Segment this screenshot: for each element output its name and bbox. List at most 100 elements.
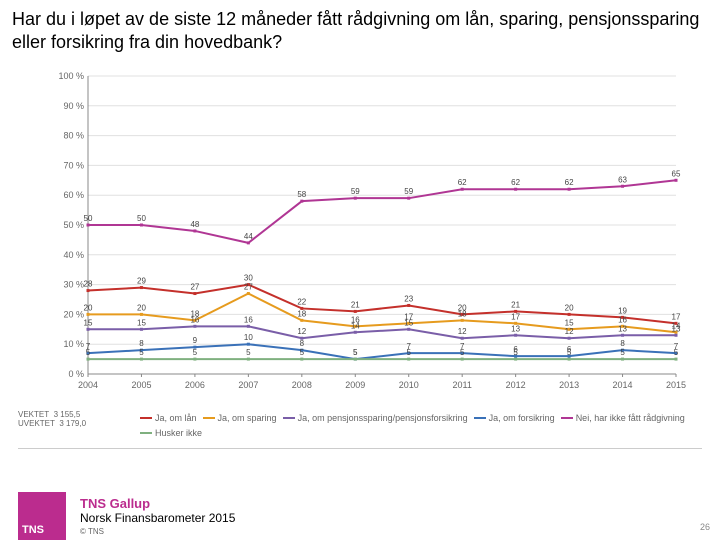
svg-text:23: 23	[404, 294, 413, 303]
report-title: Norsk Finansbarometer 2015	[80, 511, 235, 525]
svg-text:5: 5	[193, 348, 198, 357]
svg-text:13: 13	[672, 324, 681, 333]
svg-text:2009: 2009	[345, 380, 365, 390]
svg-text:15: 15	[565, 318, 574, 327]
svg-text:20: 20	[137, 303, 146, 312]
svg-text:15: 15	[84, 318, 93, 327]
svg-text:10: 10	[244, 333, 253, 342]
svg-text:14: 14	[351, 321, 360, 330]
svg-text:20: 20	[565, 303, 574, 312]
chart-legend: Ja, om lån Ja, om sparing Ja, om pensjonss…	[140, 412, 720, 439]
svg-text:100 %: 100 %	[58, 71, 84, 81]
svg-text:62: 62	[511, 178, 520, 187]
svg-text:65: 65	[672, 169, 681, 178]
svg-text:18: 18	[458, 309, 467, 318]
svg-text:63: 63	[618, 175, 627, 184]
svg-text:0 %: 0 %	[68, 369, 84, 379]
svg-text:18: 18	[297, 309, 306, 318]
legend-item: Ja, om pensjonssparing/pensjonsforsikrin…	[283, 412, 468, 425]
svg-text:5: 5	[567, 348, 572, 357]
svg-text:70 %: 70 %	[63, 160, 84, 170]
svg-text:20: 20	[84, 303, 93, 312]
svg-text:50 %: 50 %	[63, 220, 84, 230]
footer: TNS TNS Gallup Norsk Finansbarometer 201…	[0, 492, 720, 540]
svg-text:2006: 2006	[185, 380, 205, 390]
svg-text:5: 5	[246, 348, 251, 357]
svg-text:19: 19	[618, 306, 627, 315]
svg-text:5: 5	[300, 348, 305, 357]
svg-text:62: 62	[458, 178, 467, 187]
svg-text:5: 5	[620, 348, 625, 357]
svg-text:16: 16	[190, 315, 199, 324]
svg-text:59: 59	[404, 187, 413, 196]
svg-text:16: 16	[618, 315, 627, 324]
svg-text:5: 5	[674, 348, 679, 357]
svg-text:30: 30	[244, 274, 253, 283]
brand-label: TNS Gallup	[80, 496, 235, 511]
page-title: Har du i løpet av de siste 12 måneder få…	[0, 0, 720, 59]
svg-text:22: 22	[297, 297, 306, 306]
svg-text:10 %: 10 %	[63, 339, 84, 349]
svg-text:27: 27	[244, 283, 253, 292]
svg-text:2005: 2005	[131, 380, 151, 390]
svg-text:48: 48	[190, 220, 199, 229]
svg-text:12: 12	[565, 327, 574, 336]
svg-text:5: 5	[353, 348, 358, 357]
svg-text:62: 62	[565, 178, 574, 187]
legend-item: Ja, om forsikring	[474, 412, 555, 425]
svg-text:5: 5	[139, 348, 144, 357]
svg-text:5: 5	[460, 348, 465, 357]
svg-text:2012: 2012	[506, 380, 526, 390]
svg-text:58: 58	[297, 190, 306, 199]
svg-text:13: 13	[511, 324, 520, 333]
svg-text:59: 59	[351, 187, 360, 196]
svg-text:2008: 2008	[292, 380, 312, 390]
svg-text:50: 50	[137, 214, 146, 223]
svg-text:2011: 2011	[453, 380, 472, 390]
svg-text:8: 8	[139, 339, 144, 348]
line-chart: 0 % 10 % 20 % 30 % 40 % 50 % 60 % 70 % 80 % 90 % 1…	[58, 68, 688, 398]
svg-text:50: 50	[84, 214, 93, 223]
svg-text:40 %: 40 %	[63, 250, 84, 260]
svg-text:20 %: 20 %	[63, 309, 84, 319]
svg-text:90 %: 90 %	[63, 101, 84, 111]
page-number: 26	[700, 522, 710, 532]
svg-text:5: 5	[407, 348, 412, 357]
svg-text:12: 12	[297, 327, 306, 336]
svg-text:5: 5	[86, 348, 91, 357]
svg-text:12: 12	[458, 327, 467, 336]
weight-block: VEKTET 3 155,5 UVEKTET 3 179,0	[18, 410, 86, 428]
svg-text:28: 28	[84, 280, 93, 289]
legend-item: Nei, har ikke fått rådgivning	[561, 412, 685, 425]
svg-text:2014: 2014	[613, 380, 633, 390]
svg-text:29: 29	[137, 277, 146, 286]
svg-text:17: 17	[511, 312, 520, 321]
svg-text:21: 21	[351, 300, 360, 309]
legend-item: Ja, om lån	[140, 412, 197, 425]
legend-item: Husker ikke	[140, 427, 202, 440]
legend-item: Ja, om sparing	[203, 412, 277, 425]
svg-text:8: 8	[620, 339, 625, 348]
svg-text:2007: 2007	[238, 380, 258, 390]
svg-text:30 %: 30 %	[63, 280, 84, 290]
svg-text:2010: 2010	[399, 380, 419, 390]
divider	[18, 448, 702, 449]
tns-logo: TNS	[18, 492, 66, 540]
svg-text:2004: 2004	[78, 380, 98, 390]
copyright: © TNS	[80, 527, 235, 536]
svg-text:8: 8	[300, 339, 305, 348]
svg-text:17: 17	[672, 312, 681, 321]
svg-text:16: 16	[244, 315, 253, 324]
svg-text:21: 21	[511, 300, 520, 309]
svg-text:2013: 2013	[559, 380, 579, 390]
svg-text:13: 13	[618, 324, 627, 333]
svg-text:15: 15	[404, 318, 413, 327]
svg-text:44: 44	[244, 232, 253, 241]
svg-text:15: 15	[137, 318, 146, 327]
svg-text:2015: 2015	[666, 380, 686, 390]
svg-text:60 %: 60 %	[63, 190, 84, 200]
svg-text:27: 27	[190, 283, 199, 292]
svg-text:80 %: 80 %	[63, 131, 84, 141]
svg-text:9: 9	[193, 336, 198, 345]
svg-text:5: 5	[513, 348, 518, 357]
